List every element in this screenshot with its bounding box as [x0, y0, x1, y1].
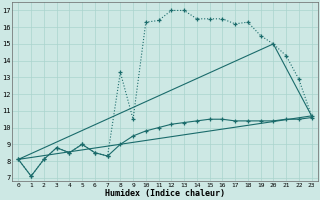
X-axis label: Humidex (Indice chaleur): Humidex (Indice chaleur)	[105, 189, 225, 198]
